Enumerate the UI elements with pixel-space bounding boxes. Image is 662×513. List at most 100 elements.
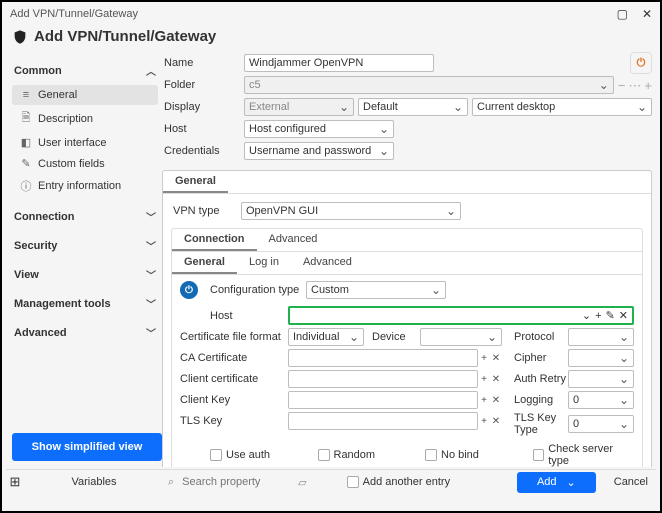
chevron-down-icon: ﹀ <box>146 209 156 224</box>
clear-icon[interactable]: ✕ <box>490 353 502 364</box>
ca-cert-input[interactable] <box>288 349 478 367</box>
window-close-icon[interactable]: ✕ <box>642 7 652 21</box>
label-protocol: Protocol <box>506 331 568 343</box>
label-tls-key: TLS Key <box>180 415 288 427</box>
variables-button[interactable]: Variables <box>24 476 164 488</box>
tab-inner-general[interactable]: General <box>172 252 237 274</box>
tab-outer-general[interactable]: General <box>163 171 228 193</box>
show-simplified-view-button[interactable]: Show simplified view <box>12 433 162 461</box>
label-vpn-type: VPN type <box>171 205 241 217</box>
label-cert-format: Certificate file format <box>180 331 288 343</box>
ui-icon: ◧ <box>20 136 32 149</box>
label-tls-key-type: TLS Key Type <box>506 412 568 436</box>
host-input[interactable]: ⌄ + ✎ ✕ <box>288 306 634 325</box>
plus-icon[interactable]: + <box>595 310 601 322</box>
openvpn-icon: ⏻ <box>180 281 198 299</box>
plus-icon[interactable]: + <box>478 395 490 406</box>
label-auth-retry: Auth Retry <box>506 373 568 385</box>
label-host-inner: Host <box>180 310 288 322</box>
sidebar-section-management-tools[interactable]: Management tools﹀ <box>12 289 158 318</box>
sidebar-item-entry-information[interactable]: ⓘEntry information <box>12 174 158 198</box>
label-host: Host <box>162 123 244 135</box>
sidebar-item-general[interactable]: ≡General <box>12 85 158 105</box>
cipher-select[interactable] <box>568 349 634 367</box>
chevron-down-icon: ﹀ <box>146 325 156 340</box>
plus-icon[interactable]: + <box>478 416 490 427</box>
folder-ellipsis-icon[interactable]: ⋯ <box>628 79 641 92</box>
tab-advanced-mid[interactable]: Advanced <box>257 229 330 251</box>
label-device: Device <box>364 331 420 343</box>
sidebar-section-view[interactable]: View﹀ <box>12 260 158 289</box>
sidebar-section-connection[interactable]: Connection﹀ <box>12 202 158 231</box>
cert-format-select[interactable]: Individual <box>288 328 364 346</box>
protocol-select[interactable] <box>568 328 634 346</box>
folder-select[interactable]: c5 <box>244 76 614 94</box>
doc-icon: 🗎 <box>20 109 32 128</box>
display-mode-select[interactable]: External <box>244 98 354 116</box>
sidebar-item-user-interface[interactable]: ◧User interface <box>12 132 158 153</box>
name-input[interactable]: Windjammer OpenVPN <box>244 54 434 72</box>
label-name: Name <box>162 57 244 69</box>
sidebar: Common︿ ≡General 🗎Description ◧User inte… <box>6 52 162 467</box>
sidebar-item-custom-fields[interactable]: ✎Custom fields <box>12 153 158 174</box>
check-use-auth[interactable]: Use auth <box>210 443 312 467</box>
tls-key-input[interactable] <box>288 412 478 430</box>
label-logging: Logging <box>506 394 568 406</box>
sidebar-section-security[interactable]: Security﹀ <box>12 231 158 260</box>
host-select[interactable]: Host configured <box>244 120 394 138</box>
client-key-input[interactable] <box>288 391 478 409</box>
clear-icon[interactable]: ✕ <box>490 395 502 406</box>
label-config-type: Configuration type <box>210 284 306 296</box>
clear-icon[interactable]: ✕ <box>619 309 628 322</box>
label-cipher: Cipher <box>506 352 568 364</box>
check-no-bind[interactable]: No bind <box>425 443 527 467</box>
label-display: Display <box>162 101 244 113</box>
plus-icon[interactable]: + <box>478 374 490 385</box>
add-button[interactable]: Add⌄ <box>517 472 596 493</box>
chevron-down-icon: ﹀ <box>146 238 156 253</box>
client-cert-input[interactable] <box>288 370 478 388</box>
tls-key-type-select[interactable]: 0 <box>568 415 634 433</box>
config-type-select[interactable]: Custom <box>306 281 446 299</box>
logging-select[interactable]: 0 <box>568 391 634 409</box>
clear-icon[interactable]: ✕ <box>490 374 502 385</box>
folder-minus-icon[interactable]: − <box>618 79 626 92</box>
window-restore-icon[interactable]: ▢ <box>617 7 628 21</box>
page-heading: Add VPN/Tunnel/Gateway <box>34 28 216 45</box>
chevron-down-icon: ﹀ <box>146 267 156 282</box>
label-client-key: Client Key <box>180 394 288 406</box>
auth-retry-select[interactable] <box>568 370 634 388</box>
search-input[interactable] <box>178 473 298 491</box>
label-ca-cert: CA Certificate <box>180 352 288 364</box>
sidebar-section-common[interactable]: Common︿ <box>12 56 158 85</box>
search-icon: ⌕ <box>168 476 174 489</box>
cancel-button[interactable]: Cancel <box>606 472 656 492</box>
edit-icon: ✎ <box>20 157 32 170</box>
display-monitor-select[interactable]: Default <box>358 98 468 116</box>
folder-plus-icon[interactable]: + <box>644 79 652 92</box>
list-icon: ≡ <box>20 89 32 101</box>
display-desktop-select[interactable]: Current desktop <box>472 98 652 116</box>
grid-icon[interactable]: ⊞ <box>6 474 24 490</box>
sidebar-section-advanced[interactable]: Advanced﹀ <box>12 318 158 347</box>
entry-type-icon[interactable]: ⏻ <box>630 52 652 74</box>
credentials-select[interactable]: Username and password <box>244 142 394 160</box>
label-credentials: Credentials <box>162 145 244 157</box>
filter-icon[interactable]: ▱ <box>298 476 306 489</box>
vpn-type-select[interactable]: OpenVPN GUI <box>241 202 461 220</box>
edit-icon[interactable]: ✎ <box>606 309 615 322</box>
device-select[interactable] <box>420 328 502 346</box>
plus-icon[interactable]: + <box>478 353 490 364</box>
tab-inner-advanced[interactable]: Advanced <box>291 252 364 274</box>
check-random[interactable]: Random <box>318 443 420 467</box>
window-title: Add VPN/Tunnel/Gateway <box>10 8 617 20</box>
check-server-type[interactable]: Check server type <box>533 443 635 467</box>
chevron-down-icon: ⌄ <box>567 476 576 489</box>
check-add-another[interactable]: Add another entry <box>347 476 450 488</box>
clear-icon[interactable]: ✕ <box>490 416 502 427</box>
sidebar-item-description[interactable]: 🗎Description <box>12 105 158 132</box>
shield-icon <box>12 29 28 45</box>
tab-connection[interactable]: Connection <box>172 229 257 251</box>
label-folder: Folder <box>162 79 244 91</box>
tab-inner-login[interactable]: Log in <box>237 252 291 274</box>
